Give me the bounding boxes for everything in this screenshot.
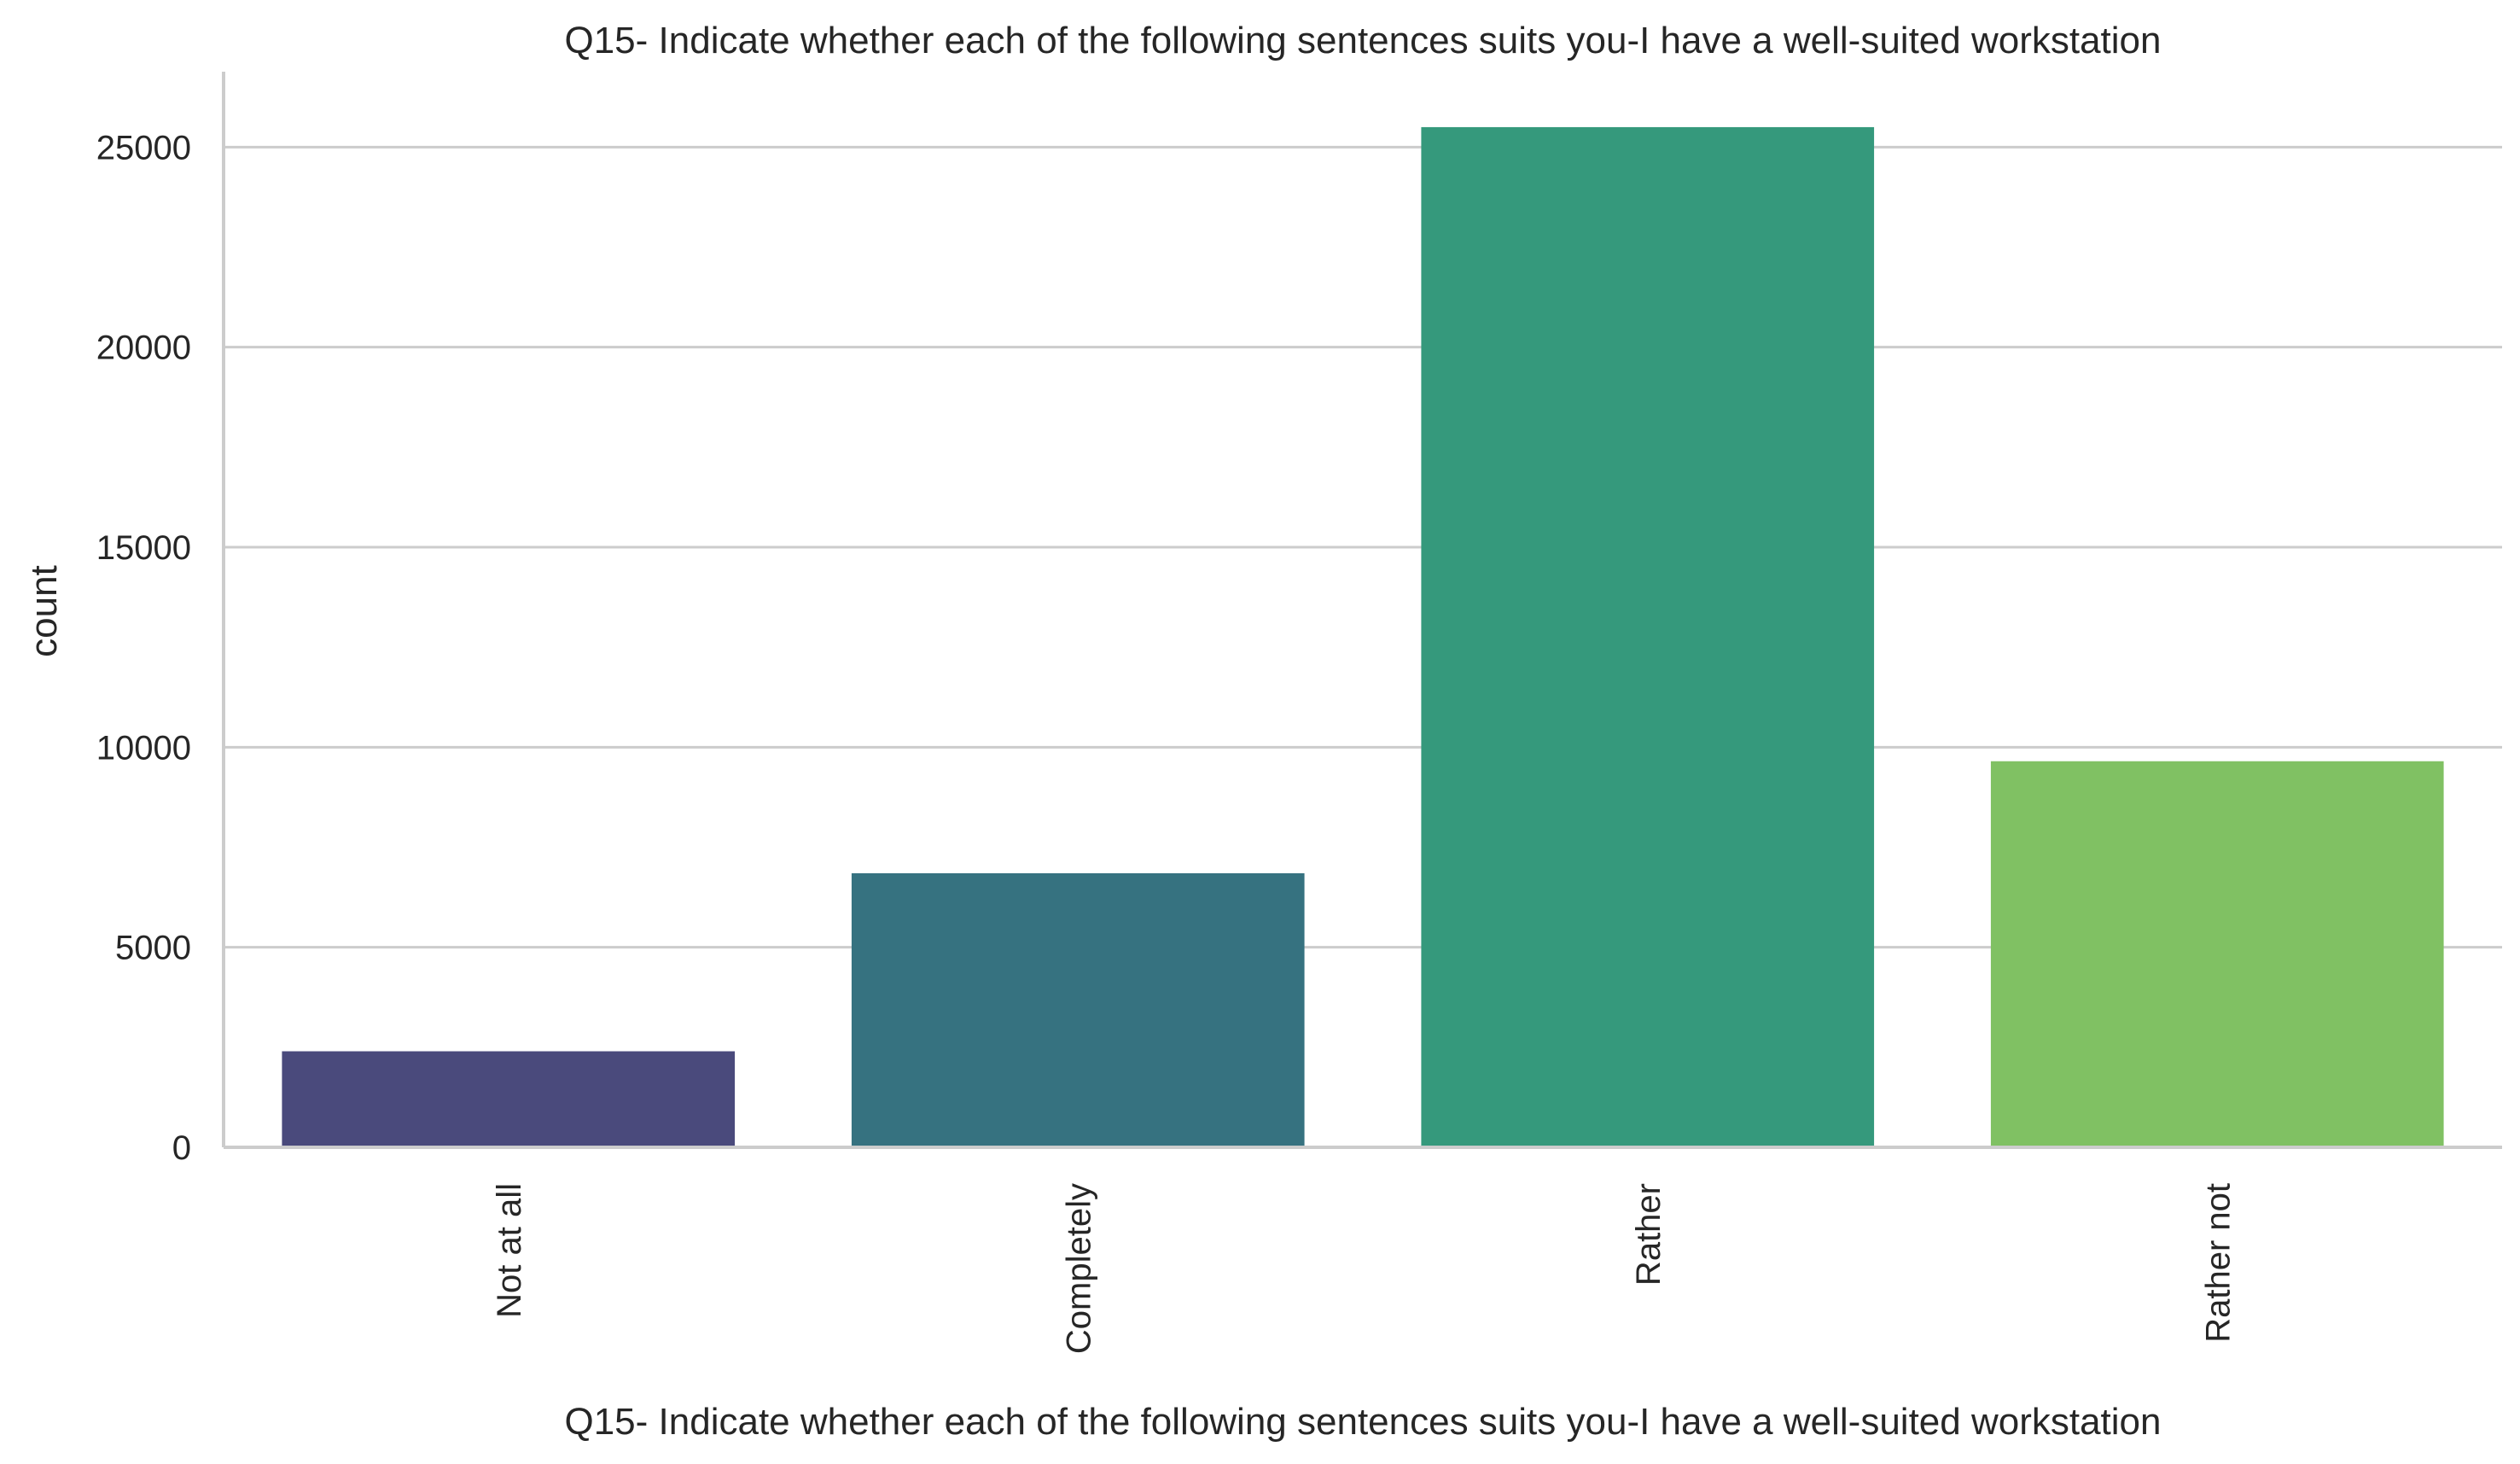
y-axis-label: count xyxy=(23,565,65,657)
x-tick-label: Rather xyxy=(1630,1183,1667,1286)
bars-layer xyxy=(282,126,2444,1147)
y-tick-label: 25000 xyxy=(96,129,191,166)
y-tick-label: 20000 xyxy=(96,330,191,367)
bar xyxy=(851,872,1305,1147)
bar xyxy=(282,1051,736,1147)
axes-layer xyxy=(222,72,2502,1149)
y-tick-labels: 0 5000 10000 15000 20000 25000 xyxy=(96,129,191,1167)
y-tick-label: 0 xyxy=(172,1129,191,1167)
bar xyxy=(1990,761,2444,1147)
y-tick-label: 5000 xyxy=(115,930,191,967)
x-axis-label: Q15- Indicate whether each of the follow… xyxy=(564,1401,2161,1443)
y-tick-label: 10000 xyxy=(96,729,191,767)
y-tick-label: 15000 xyxy=(96,529,191,567)
x-tick-labels: Not at all Completely Rather Rather not xyxy=(491,1183,2238,1354)
x-tick-label: Completely xyxy=(1060,1183,1097,1354)
chart-title: Q15- Indicate whether each of the follow… xyxy=(564,20,2161,61)
bar xyxy=(1421,126,1875,1147)
x-tick-label: Not at all xyxy=(491,1183,528,1318)
x-tick-label: Rather not xyxy=(2199,1183,2237,1343)
